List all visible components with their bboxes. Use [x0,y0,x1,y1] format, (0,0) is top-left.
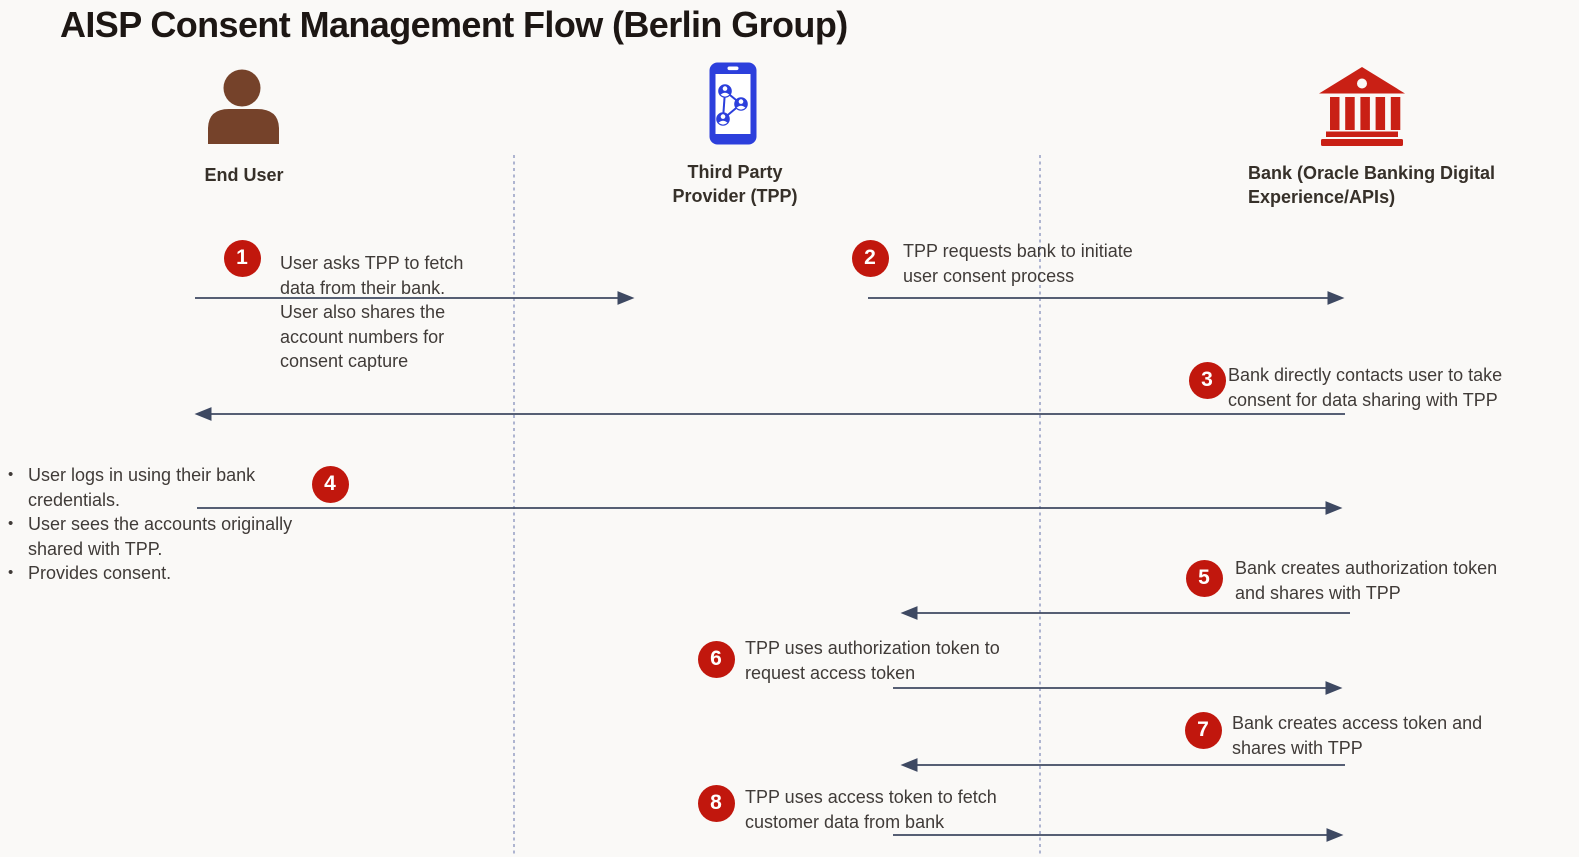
bullet-text: User sees the accounts originally shared… [28,514,293,559]
person-icon [208,69,279,144]
bullet-item: • User logs in using their bank credentia… [8,463,348,512]
step-6-badge: 6 [697,640,735,678]
step-text-line: account numbers for [280,326,445,347]
step-1-number: 1 [236,246,248,269]
step-text-line: and shares with TPP [1235,582,1401,603]
bullet-dot: • [8,564,14,581]
bullet-item: • User sees the accounts originally share… [8,512,348,561]
step-2-badge: 2 [851,239,889,277]
step-1-badge: 1 [223,239,261,277]
step-text-line: shares with TPP [1232,737,1363,758]
step-text-line: consent capture [280,351,409,371]
bullet-item: • Provides consent. [8,561,348,586]
step-8-number: 8 [710,791,722,814]
step-text-line: User also shares the [280,302,446,322]
actor-label-tpp: Third Party Provider (TPP) [672,162,798,206]
step-8-text: TPP uses access token to fetch customer d… [745,785,997,834]
step-7-text: Bank creates access token and shares with… [1232,711,1482,760]
step-8-badge: 8 [697,784,735,822]
step-5-number: 5 [1198,566,1210,589]
step-text-line: user consent process [903,265,1075,286]
step-5-text: Bank creates authorization token and shar… [1235,556,1497,605]
step-text-line: request access token [745,662,916,683]
step-text-line: consent for data sharing with TPP [1228,389,1498,410]
step-text-line: TPP requests bank to initiate [903,241,1133,261]
step-1-text: User asks TPP to fetch data from their ba… [280,251,463,374]
step-text-line: TPP uses access token to fetch [745,787,997,807]
bullet-dot: • [8,466,14,483]
step-7-number: 7 [1197,718,1209,741]
step-4-number: 4 [324,472,336,495]
step-text-line: Bank creates access token and [1232,713,1483,733]
smartphone-network-icon [709,62,757,145]
step-4-badge: 4 [311,465,349,503]
bank-building-icon [1319,67,1405,146]
step-3-badge: 3 [1188,361,1226,399]
step-6-text: TPP uses authorization token to request a… [745,636,1000,685]
step-text-line: Bank directly contacts user to take [1228,365,1503,385]
step-2-number: 2 [864,246,876,269]
step-text-line: Bank creates authorization token [1235,558,1498,578]
step-2-text: TPP requests bank to initiate user consen… [903,239,1133,288]
bullet-text: User logs in using their bank credential… [28,465,256,510]
bullet-text: Provides consent. [28,563,172,583]
step-7-badge: 7 [1184,711,1222,749]
bullet-dot: • [8,515,14,532]
step-3-number: 3 [1201,368,1213,391]
step-3-text: Bank directly contacts user to take conse… [1228,363,1502,412]
step-text-line: data from their bank. [280,277,446,298]
diagram-title: AISP Consent Management Flow (Berlin Gro… [60,4,848,45]
step-5-badge: 5 [1185,559,1223,597]
step-text-line: TPP uses authorization token to [745,638,1000,658]
actor-label-end-user: End User [204,165,284,185]
step-4-bullet-list: • User logs in using their bank credentia… [8,463,348,586]
step-text-line: User asks TPP to fetch [280,253,464,273]
step-text-line: customer data from bank [745,811,945,832]
actor-label-bank: Bank (Oracle Banking Digital Experience/… [1248,163,1496,207]
step-6-number: 6 [710,647,722,670]
